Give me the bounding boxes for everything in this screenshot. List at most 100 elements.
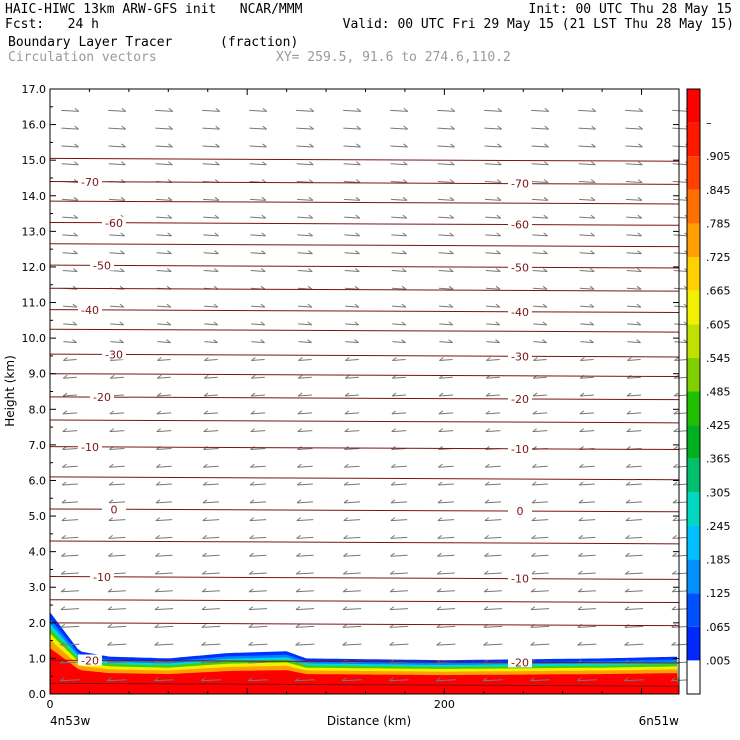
vector-arrow — [60, 623, 80, 628]
vector-arrow — [61, 552, 79, 557]
vector-arrow — [249, 535, 267, 539]
y-tick-label: 12.0 — [22, 261, 47, 274]
vector-arrow — [389, 606, 409, 611]
right-endpoint-label: 6n51w — [639, 714, 680, 728]
contour-label-bg — [78, 441, 102, 453]
vector-arrow — [436, 570, 455, 575]
vector-arrow — [155, 517, 173, 522]
y-tick-label: 2.0 — [29, 617, 47, 630]
vector-arrow — [484, 517, 502, 522]
vector-arrow — [483, 606, 503, 611]
vector-arrow — [578, 481, 595, 486]
vector-arrow — [344, 232, 360, 237]
contour-line — [49, 373, 680, 378]
vector-arrow — [203, 463, 219, 468]
vector-arrow — [623, 677, 644, 682]
vector-arrow — [248, 570, 267, 575]
vector-arrow — [250, 374, 265, 379]
vector-arrow — [109, 428, 125, 433]
vector-arrow — [532, 214, 549, 219]
vector-arrow — [61, 535, 79, 539]
vector-arrow — [108, 107, 127, 112]
vector-arrow — [532, 232, 548, 237]
vector-arrow — [579, 463, 595, 468]
vector-arrow — [249, 499, 267, 504]
header-line1-left: HAIC-HIWC 13km ARW-GFS init NCAR/MMM — [5, 2, 303, 17]
vector-arrow — [484, 481, 501, 486]
vector-arrow — [110, 321, 125, 326]
vector-arrow — [296, 107, 315, 112]
vector-arrow — [672, 481, 689, 486]
vector-arrow — [108, 552, 126, 557]
vector-arrow — [391, 214, 408, 219]
contour-label: 0 — [517, 505, 524, 518]
vector-arrow — [201, 623, 221, 628]
contour-label-bg — [102, 348, 126, 360]
vector-arrow — [484, 179, 502, 184]
vector-arrow — [674, 357, 688, 361]
colorbar-swatch — [687, 156, 700, 190]
vector-arrow — [345, 339, 359, 344]
vector-arrow — [155, 552, 173, 557]
vector-arrow — [672, 517, 690, 522]
vector-arrow — [249, 196, 267, 201]
vector-arrow — [248, 641, 268, 646]
vector-arrow — [436, 588, 455, 593]
vector-arrow — [391, 285, 407, 290]
vector-arrow — [533, 321, 548, 326]
vector-arrow — [578, 161, 596, 166]
vector-arrow — [674, 339, 688, 344]
contour-label-bg — [508, 572, 532, 584]
vector-arrow — [204, 339, 218, 344]
header-line2-left: Fcst: 24 h — [5, 17, 99, 32]
vector-arrow — [61, 517, 79, 522]
colorbar-label: .005 — [706, 654, 731, 667]
vector-arrow — [391, 250, 407, 255]
vector-arrow — [626, 428, 642, 433]
contour-line — [49, 419, 680, 424]
vector-arrow — [578, 196, 596, 201]
plot-frame — [49, 88, 680, 695]
vector-arrow — [202, 517, 220, 522]
vector-arrow — [155, 535, 173, 539]
contour-line-labeled — [49, 508, 680, 513]
vector-arrow — [297, 410, 313, 415]
contour-line-labeled — [49, 309, 680, 313]
vector-arrow — [296, 517, 314, 522]
vector-arrow — [156, 374, 171, 379]
vector-arrow — [250, 428, 266, 433]
vector-arrow — [485, 232, 501, 237]
contour-line-labeled — [49, 181, 680, 185]
contour-label-bg — [90, 391, 114, 403]
vector-arrow — [201, 588, 220, 593]
vector-arrow — [390, 107, 409, 112]
vector-arrow — [578, 179, 596, 184]
vector-arrow — [673, 392, 688, 397]
vector-arrow — [250, 214, 267, 219]
vector-arrow — [485, 214, 502, 219]
vector-arrow — [154, 606, 174, 611]
vector-arrow — [578, 499, 596, 504]
vector-arrow — [203, 250, 219, 255]
vector-arrow — [156, 268, 172, 272]
vector-arrow — [107, 606, 127, 611]
vector-arrow — [580, 339, 594, 344]
vector-arrow — [579, 214, 596, 219]
vector-arrow — [343, 179, 361, 184]
vector-arrow — [578, 552, 596, 557]
vector-arrow — [296, 143, 314, 148]
vector-arrow — [485, 285, 501, 290]
vector-arrow — [60, 570, 79, 575]
vector-arrow — [295, 570, 314, 575]
vector-arrow — [249, 552, 267, 557]
contour-label: -70 — [81, 176, 99, 189]
vector-arrow — [59, 677, 80, 682]
vector-arrow — [438, 410, 454, 415]
vector-arrow — [673, 428, 689, 433]
vector-arrow — [251, 357, 265, 361]
vector-arrow — [250, 410, 266, 415]
vector-arrow — [204, 357, 218, 361]
vector-arrow — [297, 232, 313, 237]
vector-arrow — [154, 570, 173, 575]
vector-arrow — [437, 143, 455, 148]
